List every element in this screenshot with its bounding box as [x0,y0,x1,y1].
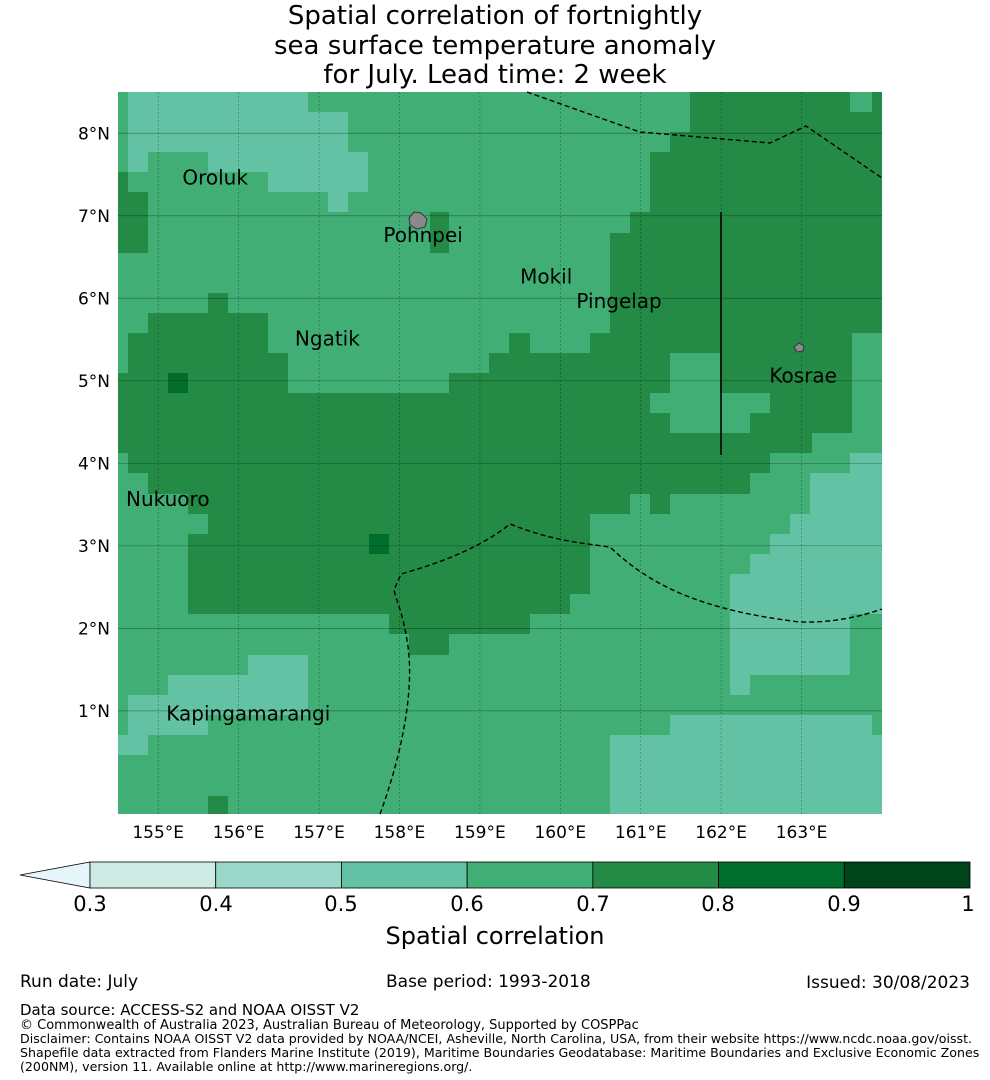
field-0.8-0.9 [168,373,188,393]
chart-title: Spatial correlation of fortnightly sea s… [0,1,990,91]
field-0.5-0.6 [118,655,308,755]
lon-tick-label: 157°E [293,823,345,843]
lat-tick-label: 5°N [78,372,110,392]
lon-tick-label: 163°E [776,823,828,843]
disclaimer-line-2: Shapefile data extracted from Flanders M… [20,1045,980,1060]
axis-labels: 8°N 7°N 6°N 5°N 4°N 3°N 2°N 1°N 155°E 156°E 157°E 1… [78,124,827,843]
place-label: Oroluk [182,165,248,189]
base-period: Base period: 1993-2018 [386,972,591,992]
title-line-1: Spatial correlation of fortnightly [287,1,703,31]
field-0.7-0.8 [118,172,148,253]
colorbar-tick-label: 0.6 [450,892,484,916]
field-0.7-0.8 [208,796,228,814]
lon-tick-label: 162°E [695,823,747,843]
field-0.5-0.6 [610,453,882,814]
colorbar [19,861,971,889]
colorbar-segment [843,861,971,889]
issued-date: Issued: 30/08/2023 [806,973,970,993]
disclaimer-line-1: Disclaimer: Contains NOAA OISST V2 data … [20,1031,973,1046]
colorbar-segment [341,861,468,889]
eez-boundary-north [526,91,883,179]
lat-tick-label: 8°N [78,124,110,144]
field-0.5-0.6 [128,92,368,212]
place-label: Pohnpei [383,223,463,247]
graticule [118,92,882,814]
place-label: Ngatik [295,326,360,350]
colorbar-segment [466,861,594,889]
lat-tick-label: 3°N [78,537,110,557]
place-label: Pingelap [576,289,661,313]
lon-tick-label: 156°E [213,823,265,843]
lat-tick-label: 6°N [78,289,110,309]
place-label: Kapingamarangi [166,702,330,726]
lat-tick-label: 4°N [78,454,110,474]
data-source: Data source: ACCESS-S2 and NOAA OISST V2 [20,1001,360,1019]
field-0.6-0.7 [650,353,770,433]
field-0.7-0.8 [430,212,449,253]
title-line-2: sea surface temperature anomaly [274,30,716,61]
colorbar-segment [89,861,217,889]
lon-tick-label: 155°E [132,823,184,843]
place-label: Nukuoro [126,487,210,511]
kosrae-island [793,342,805,353]
place-label: Kosrae [769,363,837,387]
colorbar-tick-label: 0.9 [827,892,861,916]
colorbar-tick-label: 0.7 [576,892,610,916]
disclaimer-line-3: (200NM), version 11. Available online at… [20,1059,473,1074]
islands [408,211,805,353]
colorbar-tick-label: 0.4 [199,892,233,916]
run-date: Run date: July [20,972,139,992]
colorbar-segment [215,861,342,889]
lon-tick-label: 161°E [615,823,667,843]
lat-tick-label: 1°N [78,702,110,722]
lat-tick-label: 7°N [78,207,110,227]
colorbar-title: Spatial correlation [385,922,605,950]
colorbar-tick-label: 0.5 [324,892,358,916]
colorbar-segment [718,861,845,889]
correlation-grid [118,92,882,814]
colorbar-under-arrow [19,861,91,889]
eez-boundaries [379,91,883,815]
lon-tick-label: 159°E [454,823,506,843]
colorbar-segment [592,861,719,889]
lon-tick-label: 160°E [534,823,586,843]
place-label: Mokil [520,264,572,288]
colorbar-tick-label: 1 [961,892,975,916]
eez-boundary-south [379,523,883,815]
field-0.7-0.8 [118,92,882,655]
pohnpei-island [408,211,428,230]
lon-tick-label: 158°E [374,823,426,843]
lat-tick-label: 2°N [78,619,110,639]
field-0.8-0.9 [369,534,389,554]
copyright-text: © Commonwealth of Australia 2023, Austra… [20,1018,639,1033]
colorbar-tick-label: 0.8 [701,892,735,916]
title-line-3: for July. Lead time: 2 week [323,60,667,90]
colorbar-tick-label: 0.3 [73,892,107,916]
